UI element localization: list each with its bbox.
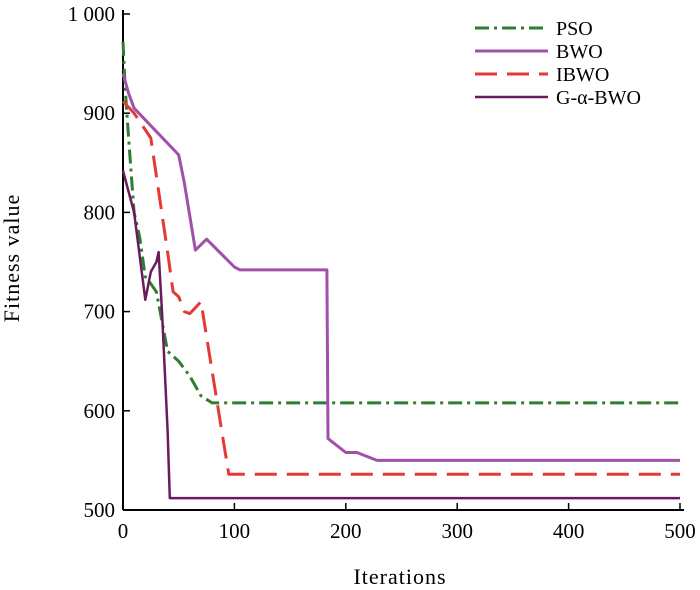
x-axis-ticks: 0 100 200 300 400 500: [118, 503, 696, 543]
y-tick-label: 800: [84, 200, 116, 224]
y-axis-label: Fitness value: [0, 194, 24, 323]
legend-label: PSO: [556, 18, 593, 40]
x-tick-label: 0: [118, 519, 129, 543]
y-tick-label: 900: [84, 101, 116, 125]
legend-label: IBWO: [556, 64, 609, 86]
x-tick-label: 500: [664, 519, 696, 543]
y-tick-label: 700: [84, 300, 116, 324]
series-line-ibwo: [121, 100, 680, 476]
x-tick-label: 200: [330, 519, 362, 543]
y-tick-label: 500: [84, 498, 116, 522]
series-lines: [121, 41, 680, 500]
y-tick-label: 600: [84, 399, 116, 423]
series-line-bwo: [121, 73, 680, 462]
legend-label: BWO: [556, 41, 603, 63]
legend-label: G-α-BWO: [556, 87, 641, 109]
x-tick-label: 300: [441, 519, 473, 543]
series-line-g-bwo: [121, 170, 680, 500]
x-tick-label: 400: [553, 519, 585, 543]
x-axis-label: Iterations: [353, 564, 446, 589]
axes: [122, 10, 684, 511]
y-tick-label: 1 000: [68, 2, 115, 26]
x-tick-label: 100: [219, 519, 251, 543]
y-axis-ticks: 500 600 700 800 900 1 000: [68, 2, 130, 522]
